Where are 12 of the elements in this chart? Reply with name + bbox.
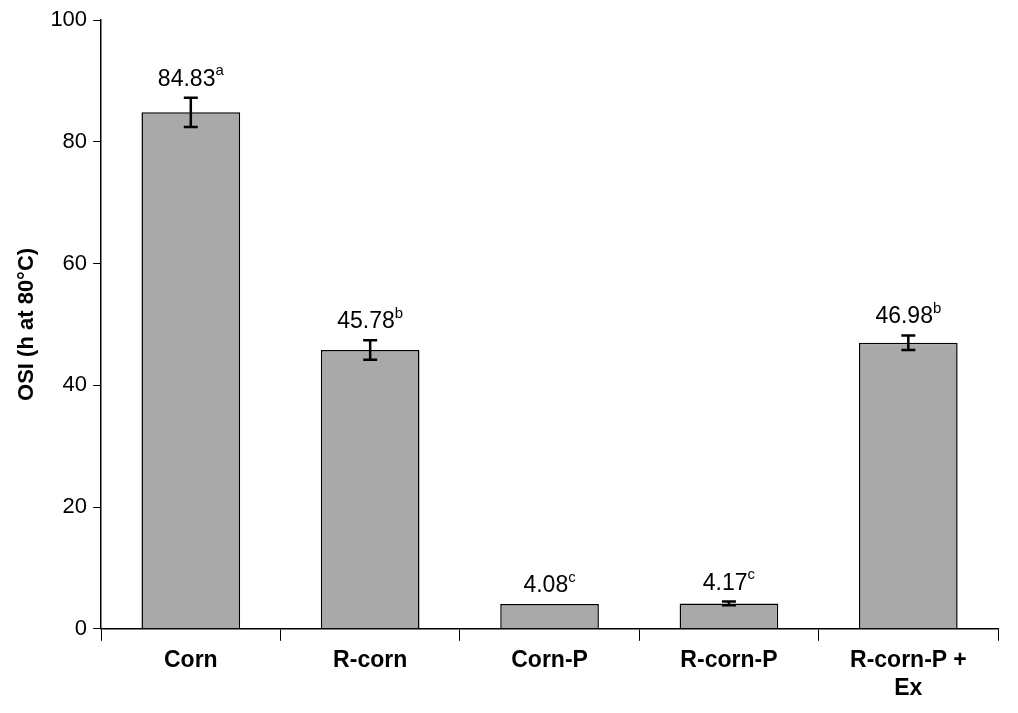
y-axis-title: OSI (h at 80°C): [13, 247, 39, 401]
y-tick-label: 100: [50, 6, 88, 32]
y-tick-label: 80: [62, 127, 88, 153]
y-tick-label: 40: [62, 371, 88, 397]
x-tick-label: R-corn: [333, 645, 408, 672]
y-tick-label: 20: [62, 493, 88, 519]
x-tick-label: Corn-P: [511, 645, 588, 672]
y-tick-label: 0: [74, 614, 88, 640]
x-tick-label: Corn: [163, 645, 218, 672]
y-tick-label: 60: [62, 249, 88, 275]
x-tick-label: R-corn-P + Ex: [850, 645, 967, 700]
x-tick-label: R-corn-P: [680, 645, 778, 672]
